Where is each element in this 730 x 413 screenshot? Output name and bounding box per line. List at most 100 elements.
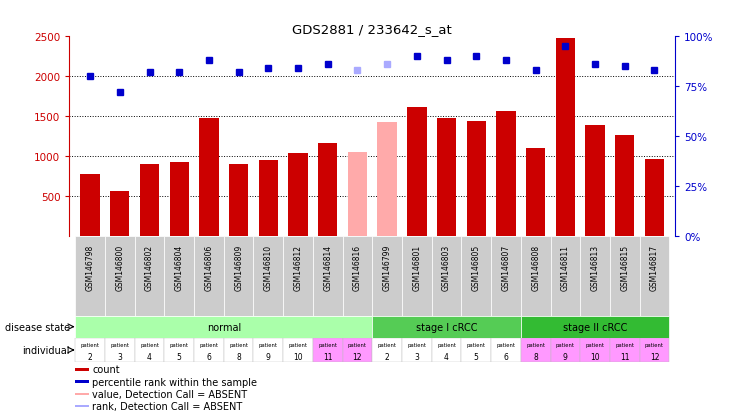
Bar: [556, 39, 575, 236]
Bar: [75, 316, 372, 338]
Text: GSM146802: GSM146802: [145, 244, 154, 290]
Bar: [461, 236, 491, 316]
Text: 4: 4: [444, 352, 449, 361]
Text: rank, Detection Call = ABSENT: rank, Detection Call = ABSENT: [92, 401, 242, 411]
Text: patient: patient: [496, 342, 515, 347]
Text: GSM146808: GSM146808: [531, 244, 540, 290]
Bar: [253, 236, 283, 316]
Bar: [283, 236, 313, 316]
Text: 2: 2: [385, 352, 390, 361]
Text: patient: patient: [377, 342, 396, 347]
Text: GSM146799: GSM146799: [383, 244, 392, 290]
Text: patient: patient: [466, 342, 485, 347]
Bar: [496, 112, 515, 236]
Bar: [491, 236, 520, 316]
Text: GSM146807: GSM146807: [502, 244, 510, 290]
Text: patient: patient: [229, 342, 248, 347]
Text: GSM146814: GSM146814: [323, 244, 332, 290]
Text: patient: patient: [170, 342, 189, 347]
Bar: [407, 108, 426, 236]
Text: 3: 3: [118, 352, 123, 361]
Bar: [199, 119, 218, 236]
Text: 12: 12: [650, 352, 659, 361]
Bar: [135, 236, 164, 316]
Text: patient: patient: [526, 342, 545, 347]
Text: 6: 6: [207, 352, 212, 361]
Text: GSM146817: GSM146817: [650, 244, 659, 290]
Text: GSM146811: GSM146811: [561, 244, 570, 290]
Bar: [639, 338, 669, 362]
Bar: [610, 236, 639, 316]
Text: GSM146810: GSM146810: [264, 244, 273, 290]
Text: patient: patient: [645, 342, 664, 347]
Text: 12: 12: [353, 352, 362, 361]
Text: stage I cRCC: stage I cRCC: [416, 322, 477, 332]
Text: 5: 5: [474, 352, 479, 361]
Text: GSM146813: GSM146813: [591, 244, 599, 290]
Text: patient: patient: [199, 342, 218, 347]
Bar: [75, 393, 89, 395]
Text: 3: 3: [415, 352, 419, 361]
Text: patient: patient: [585, 342, 604, 347]
Text: 4: 4: [147, 352, 152, 361]
Bar: [288, 153, 308, 236]
Bar: [283, 338, 313, 362]
Bar: [105, 236, 135, 316]
Bar: [110, 192, 129, 236]
Text: GSM146809: GSM146809: [234, 244, 243, 290]
Bar: [75, 380, 89, 383]
Text: value, Detection Call = ABSENT: value, Detection Call = ABSENT: [92, 389, 247, 399]
Bar: [258, 161, 278, 236]
Text: 5: 5: [177, 352, 182, 361]
Bar: [313, 236, 342, 316]
Text: patient: patient: [437, 342, 456, 347]
Text: 9: 9: [266, 352, 271, 361]
Text: 6: 6: [504, 352, 508, 361]
Text: disease state: disease state: [4, 322, 69, 332]
Bar: [461, 338, 491, 362]
Bar: [615, 136, 634, 236]
Bar: [313, 338, 342, 362]
Bar: [466, 121, 486, 236]
Bar: [610, 338, 639, 362]
Bar: [431, 338, 461, 362]
Bar: [372, 316, 520, 338]
Title: GDS2881 / 233642_s_at: GDS2881 / 233642_s_at: [293, 23, 452, 36]
Text: stage II cRCC: stage II cRCC: [563, 322, 627, 332]
Bar: [402, 236, 431, 316]
Bar: [347, 153, 367, 236]
Text: GSM146816: GSM146816: [353, 244, 362, 290]
Text: patient: patient: [259, 342, 278, 347]
Text: 11: 11: [323, 352, 332, 361]
Text: patient: patient: [318, 342, 337, 347]
Bar: [491, 338, 520, 362]
Text: patient: patient: [140, 342, 159, 347]
Text: 8: 8: [237, 352, 241, 361]
Bar: [224, 338, 253, 362]
Text: GSM146800: GSM146800: [115, 244, 124, 290]
Bar: [342, 236, 372, 316]
Text: patient: patient: [348, 342, 367, 347]
Bar: [194, 236, 224, 316]
Bar: [402, 338, 431, 362]
Bar: [135, 338, 164, 362]
Text: GSM146798: GSM146798: [85, 244, 95, 290]
Text: count: count: [92, 365, 120, 375]
Bar: [580, 338, 610, 362]
Text: GSM146805: GSM146805: [472, 244, 481, 290]
Bar: [520, 338, 550, 362]
Text: patient: patient: [556, 342, 575, 347]
Bar: [431, 236, 461, 316]
Bar: [75, 236, 105, 316]
Text: patient: patient: [407, 342, 426, 347]
Bar: [526, 149, 545, 236]
Text: GSM146804: GSM146804: [174, 244, 184, 290]
Text: 10: 10: [293, 352, 303, 361]
Text: GSM146806: GSM146806: [204, 244, 213, 290]
Text: GSM146801: GSM146801: [412, 244, 421, 290]
Bar: [164, 236, 194, 316]
Text: 11: 11: [620, 352, 629, 361]
Bar: [164, 338, 194, 362]
Bar: [75, 338, 105, 362]
Bar: [372, 236, 402, 316]
